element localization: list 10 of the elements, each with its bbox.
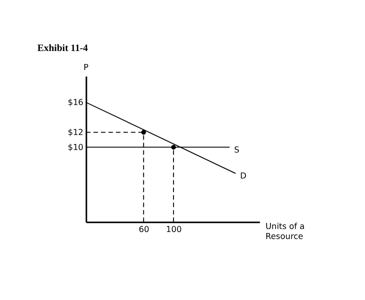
x-tick-label: 100 xyxy=(166,224,182,234)
y-tick-label: $10 xyxy=(68,142,84,152)
y-axis-title: P xyxy=(84,62,89,72)
chart-title: Exhibit 11-4 xyxy=(37,42,88,54)
x-tick-label: 60 xyxy=(138,224,150,234)
series-label: D xyxy=(240,170,246,181)
series-label: S xyxy=(234,144,240,154)
x-axis-title: Units of a Resource xyxy=(266,220,305,242)
y-tick-label: $16 xyxy=(68,96,84,107)
y-tick-label: $12 xyxy=(68,126,84,137)
